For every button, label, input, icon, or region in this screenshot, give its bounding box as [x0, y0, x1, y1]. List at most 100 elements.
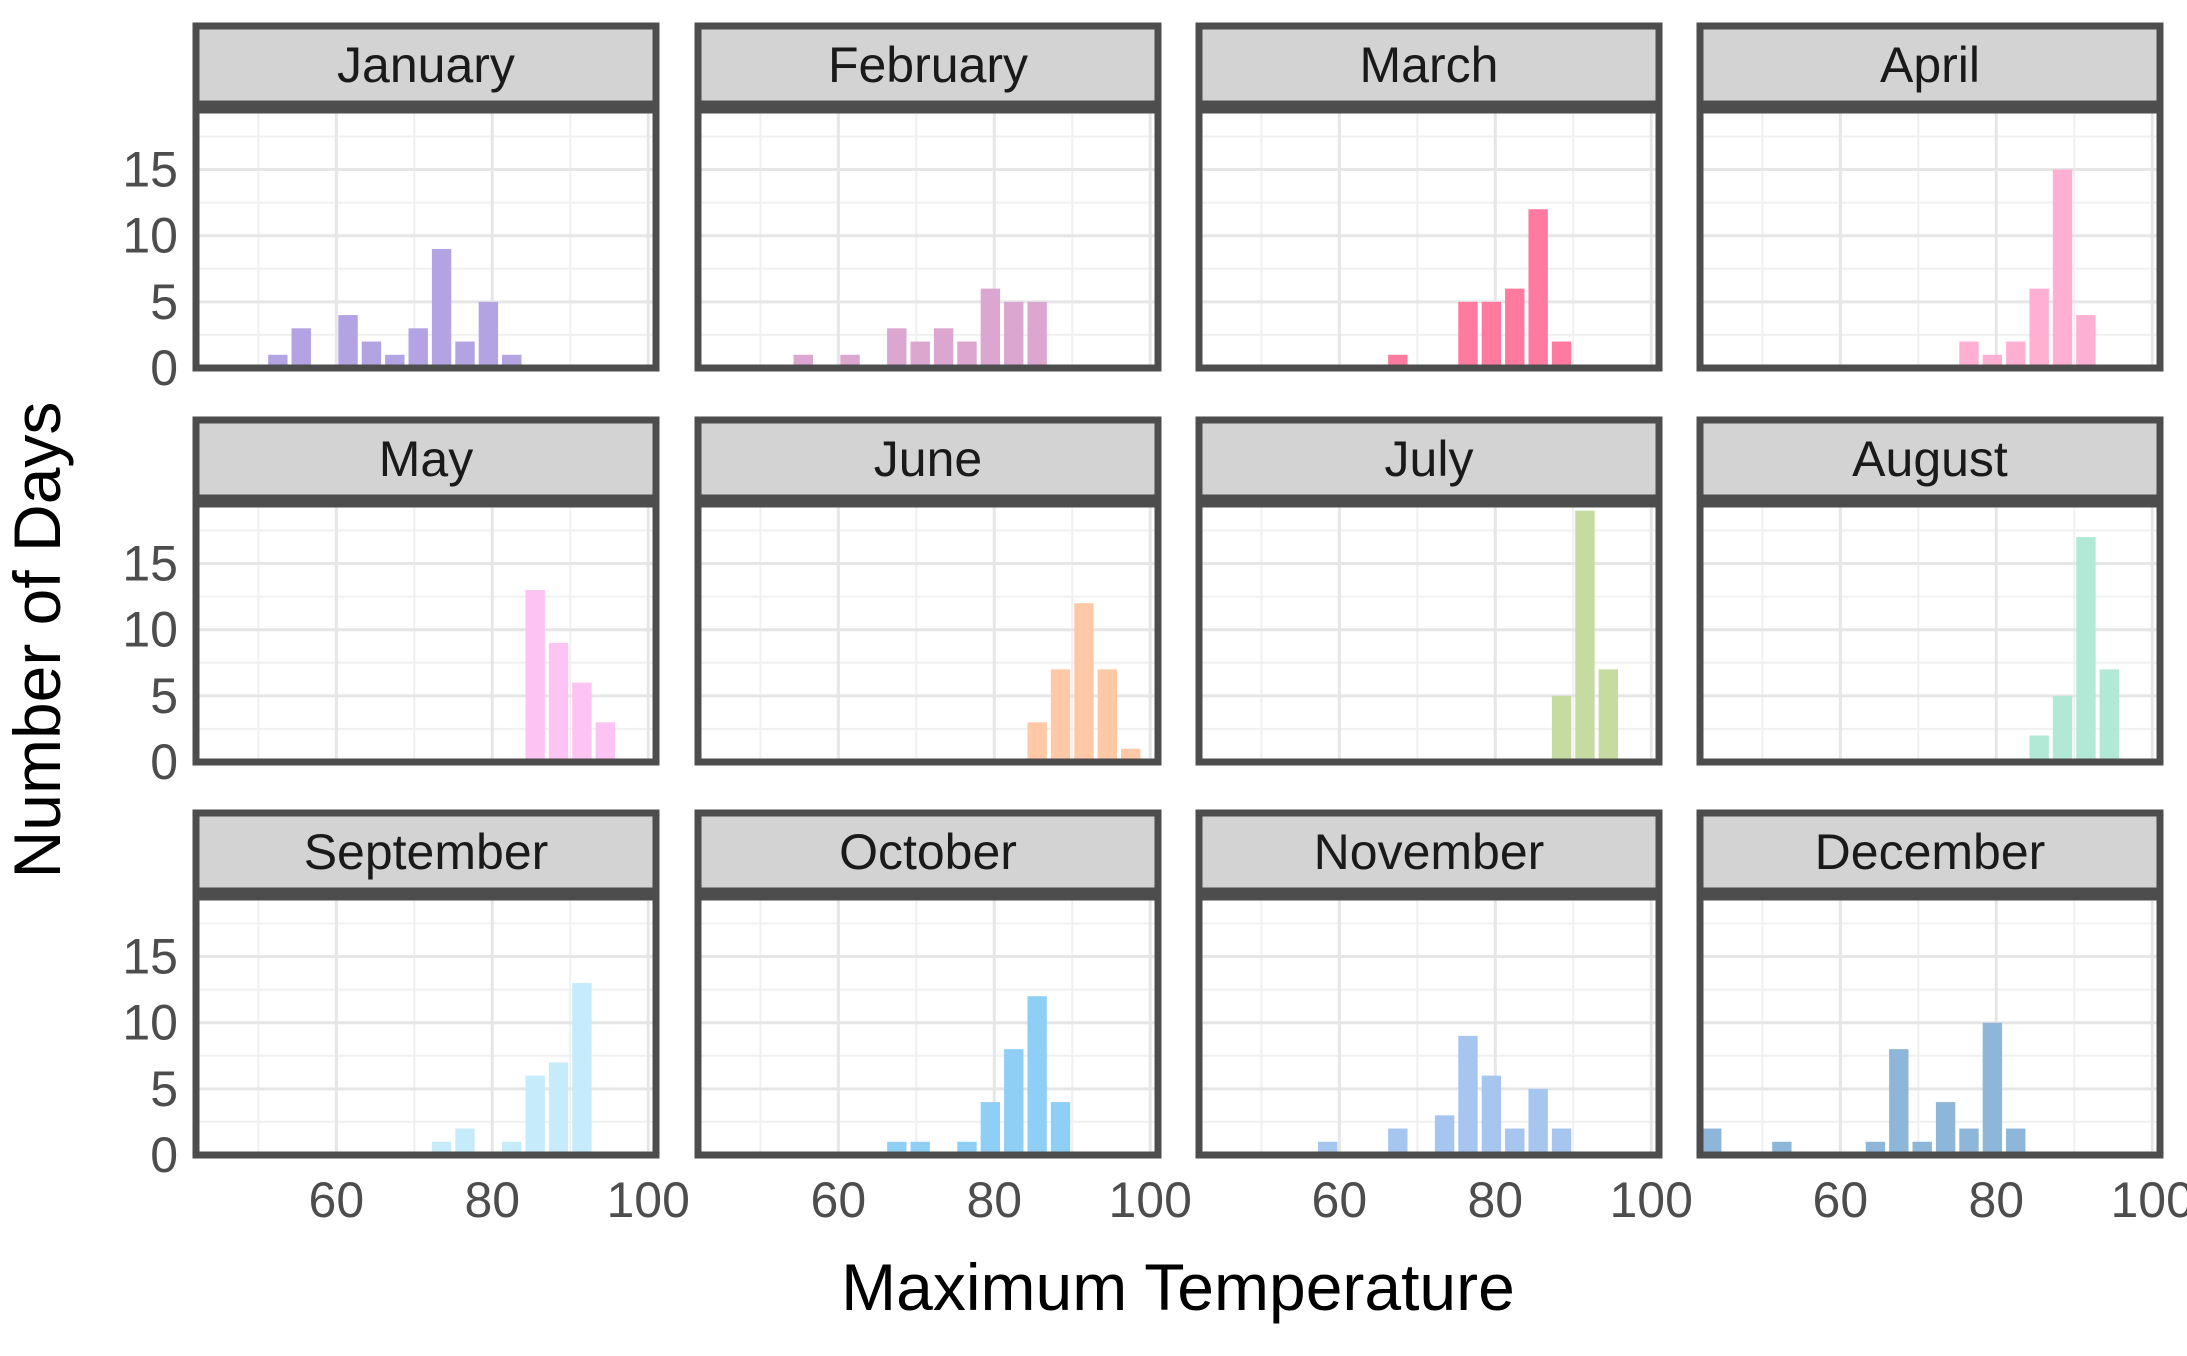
histogram-bar [910, 341, 930, 368]
panel-april: April [1696, 22, 2164, 372]
y-tick-label: 10 [122, 208, 178, 264]
y-tick-label: 15 [122, 536, 178, 592]
histogram-bar [2006, 1128, 2026, 1155]
histogram-bar [1027, 722, 1047, 762]
y-tick-label: 10 [122, 995, 178, 1051]
histogram-bar [1004, 1049, 1024, 1155]
histogram-bar [1551, 341, 1572, 368]
histogram-bar [548, 1062, 569, 1155]
panel-border-february [694, 106, 1162, 372]
strip-september [192, 809, 660, 895]
strip-may [192, 416, 660, 502]
strip-label-april: April [1880, 37, 1980, 93]
histogram-bar [1959, 1128, 1979, 1155]
histogram-bar [408, 328, 428, 368]
panel-border-june [694, 500, 1162, 766]
plot-area-january [196, 110, 656, 368]
panel-border-april [1696, 106, 2164, 372]
histogram-bar [478, 301, 499, 368]
histogram-bar [1528, 1088, 1548, 1155]
y-tick-label: 0 [150, 1127, 178, 1183]
x-tick-label: 100 [1609, 1172, 1692, 1228]
histogram-bar [291, 328, 311, 368]
strip-label-october: October [839, 824, 1017, 880]
histogram-bar [1097, 669, 1118, 762]
y-tick-label: 0 [150, 340, 178, 396]
x-tick-label: 80 [464, 1172, 520, 1228]
histogram-bar [2076, 537, 2096, 762]
panel-august: August [1696, 416, 2164, 766]
panel-border-august [1696, 500, 2164, 766]
histogram-bar [2006, 341, 2026, 368]
x-axis-title: Maximum Temperature [841, 1250, 1515, 1324]
histogram-bar [1505, 288, 1525, 368]
histogram-bar [431, 248, 452, 368]
histogram-bar [1982, 1022, 2003, 1155]
panel-border-january [192, 106, 660, 372]
strip-february [694, 22, 1162, 108]
histogram-bar [957, 341, 977, 368]
histogram-bar [1575, 510, 1595, 762]
strip-august [1696, 416, 2164, 502]
strip-label-march: March [1360, 37, 1499, 93]
histogram-bar [2099, 669, 2120, 762]
panel-may: May 0 5 10 15 [122, 416, 660, 790]
histogram-bar [980, 288, 1001, 368]
x-tick-label: 100 [1108, 1172, 1191, 1228]
strip-label-february: February [828, 37, 1028, 93]
panel-border-march [1195, 106, 1663, 372]
panel-december: December 60 80 100 [1696, 809, 2187, 1228]
histogram-bar [1551, 1128, 1572, 1155]
histogram-bar [1388, 1128, 1408, 1155]
histogram-bar [1598, 669, 1619, 762]
panel-june: June [694, 416, 1162, 766]
strip-january [192, 22, 660, 108]
histogram-bar [2029, 288, 2049, 368]
y-tick-label: 5 [150, 274, 178, 330]
histogram-bar [361, 341, 382, 368]
strip-label-september: September [304, 824, 549, 880]
x-tick-label: 60 [309, 1172, 365, 1228]
panel-border-may [192, 500, 660, 766]
panel-september: September 0 5 10 15 60 80 100 [122, 809, 690, 1228]
histogram-bar [1074, 603, 1094, 762]
x-tick-label: 80 [966, 1172, 1022, 1228]
strip-label-july: July [1385, 431, 1474, 487]
plot-area-february [698, 110, 1158, 368]
histogram-bar [1434, 1115, 1455, 1155]
strip-label-january: January [337, 37, 515, 93]
y-tick-label: 0 [150, 734, 178, 790]
panel-border-july [1195, 500, 1663, 766]
x-tick-label: 60 [1813, 1172, 1869, 1228]
histogram-bar [887, 328, 907, 368]
strip-july [1195, 416, 1663, 502]
histogram-bar [572, 682, 592, 762]
plot-area-october [698, 897, 1158, 1155]
histogram-bar [1959, 341, 1979, 368]
panel-border-october [694, 893, 1162, 1159]
histogram-bar [548, 642, 569, 762]
panel-january: January 0 5 10 15 [122, 22, 660, 396]
plot-area-november [1199, 897, 1659, 1155]
histogram-bar [2052, 695, 2073, 762]
histogram-bar [1027, 996, 1047, 1155]
histogram-bar [1027, 301, 1047, 368]
histogram-bar [595, 722, 616, 762]
x-tick-label: 100 [606, 1172, 689, 1228]
panel-july: July [1195, 416, 1663, 766]
strip-december [1696, 809, 2164, 895]
strip-june [694, 416, 1162, 502]
histogram-bar [2076, 315, 2096, 368]
histogram-bar [980, 1102, 1001, 1155]
x-tick-label: 60 [1312, 1172, 1368, 1228]
y-axis-title: Number of Days [0, 402, 74, 879]
histogram-bar [1004, 301, 1024, 368]
histogram-bar [1528, 209, 1548, 368]
histogram-bar [1050, 1102, 1071, 1155]
histogram-bar [1551, 695, 1572, 762]
x-tick-label: 80 [1968, 1172, 2024, 1228]
y-tick-label: 5 [150, 668, 178, 724]
histogram-bar [572, 983, 592, 1155]
histogram-bar [338, 315, 358, 368]
histogram-bar [933, 328, 954, 368]
